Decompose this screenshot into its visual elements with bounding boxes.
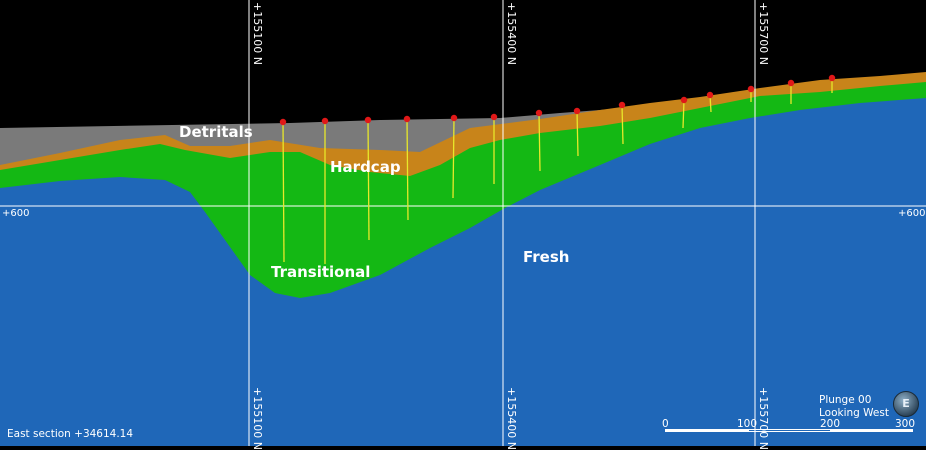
drillhole-trace [538,112,541,172]
collar-marker [535,109,543,117]
drillhole-collars [279,74,836,126]
scale-tick-200: 200 [820,418,841,430]
collar-marker [828,74,836,82]
scale-segment [748,429,831,432]
elevation-label-left: +600 [2,208,30,219]
grid-label-bottom-155100: +155100 N [251,387,264,450]
grid-label-top-155100: +155100 N [251,2,264,65]
scale-tick-300: 300 [895,418,916,430]
zone-label-fresh: Fresh [523,248,570,266]
drillhole-trace [576,110,579,157]
elevation-label-right: +600 [898,208,926,219]
drillhole-trace [621,104,624,145]
collar-marker [450,114,458,122]
collar-marker [747,85,755,93]
collar-marker [403,115,411,123]
zone-label-hardcap: Hardcap [330,158,401,176]
grid-label-bottom-155700: +155700 N [757,387,770,450]
collar-marker [573,107,581,115]
looking-label: Looking West [819,407,889,419]
collar-marker [618,101,626,109]
scale-tick-100: 100 [737,418,758,430]
drillhole-trace [406,118,409,221]
section-label: East section +34614.14 [7,428,134,440]
drillhole-trace [452,117,455,199]
grid-label-bottom-155400: +155400 N [505,387,518,450]
fresh-zone [0,98,926,446]
compass-icon[interactable]: E [893,391,919,417]
collar-marker [490,113,498,121]
collar-marker [787,79,795,87]
collar-marker [279,118,287,126]
scale-tick-0: 0 [662,418,669,430]
scale-bar [665,429,913,435]
scale-segment [831,429,913,432]
collar-marker [706,91,714,99]
collar-marker [680,96,688,104]
drillhole-trace [282,121,285,263]
zone-label-detritals: Detritals [179,123,253,141]
drillhole-trace [367,119,370,241]
grid-label-top-155400: +155400 N [505,2,518,65]
grid-label-top-155700: +155700 N [757,2,770,65]
drillhole-trace [682,99,685,129]
collar-marker [321,117,329,125]
plunge-label: Plunge 00 [819,394,872,406]
zone-label-transitional: Transitional [271,263,371,281]
collar-marker [364,116,372,124]
scale-segment [665,429,748,432]
